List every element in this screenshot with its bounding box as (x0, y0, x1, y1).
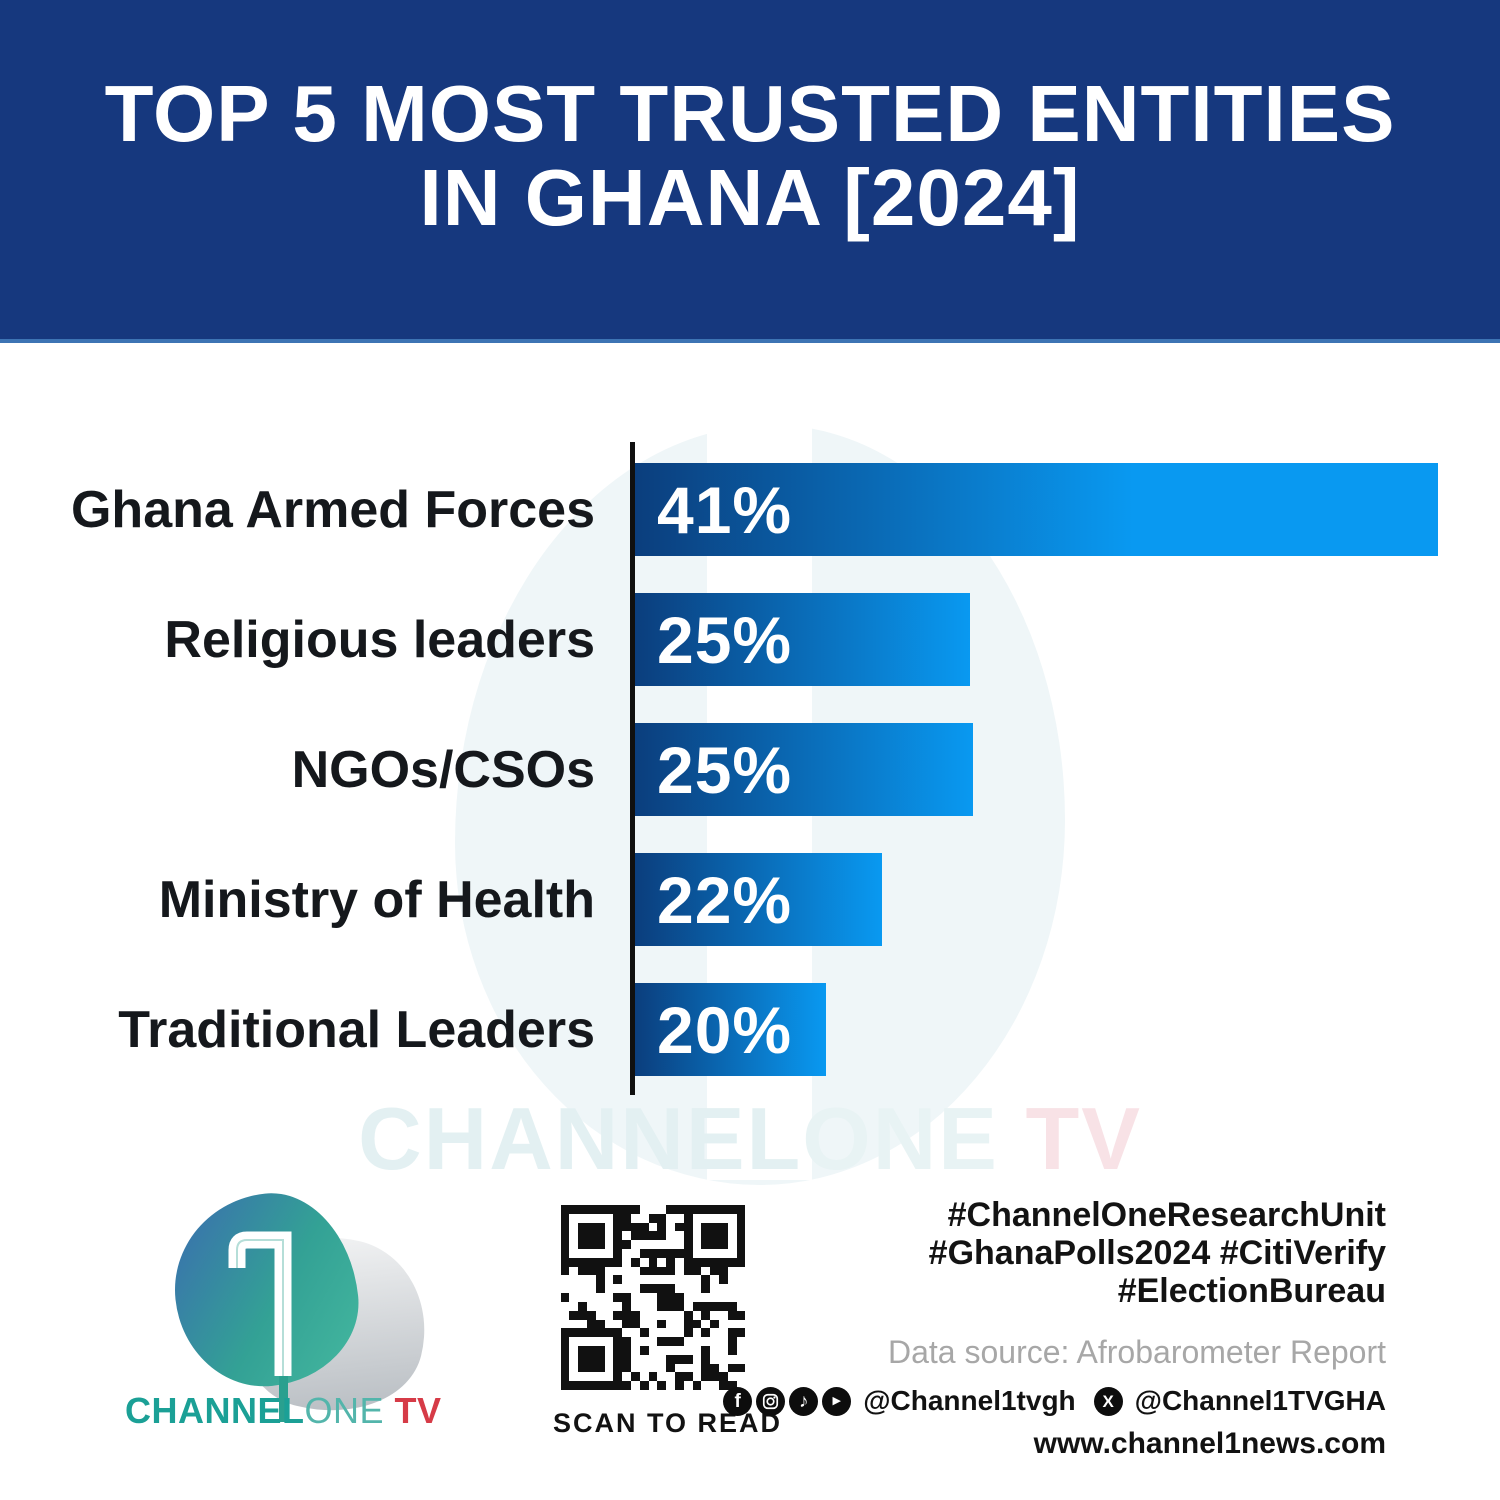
footer-right-column: #ChannelOneResearchUnit #GhanaPolls2024 … (723, 1196, 1386, 1461)
x-icon: X (1093, 1386, 1123, 1416)
bar-category-label: Ghana Armed Forces (70, 480, 595, 539)
bar: 41% (635, 463, 1438, 556)
facebook-icon: f (723, 1386, 753, 1416)
bar-row: NGOs/CSOs 25% (0, 723, 1500, 816)
bar: 22% (635, 853, 882, 946)
bar-row: Ghana Armed Forces 41% (0, 463, 1500, 556)
watermark-one: ONE (802, 1089, 999, 1188)
header-banner: TOP 5 MOST TRUSTED ENTITIES IN GHANA [20… (0, 0, 1500, 343)
logo-wordmark-channel: CHANNEL (125, 1390, 305, 1431)
bar-value-label: 22% (657, 862, 793, 937)
channel-one-text-watermark: CHANNELONE TV (0, 1088, 1500, 1190)
bar-row: Ministry of Health 22% (0, 853, 1500, 946)
qr-block: SCAN TO READ (553, 1205, 780, 1439)
hashtag-line-1: #ChannelOneResearchUnit (947, 1196, 1386, 1234)
bar-value-label: 20% (657, 992, 793, 1067)
bar: 25% (635, 593, 970, 686)
logo-numeral-one-icon (228, 1231, 292, 1422)
bar: 20% (635, 983, 826, 1076)
bar-value-label: 25% (657, 602, 793, 677)
chart-axis-line (630, 442, 635, 1095)
bar-category-label: Religious leaders (164, 610, 595, 669)
social-handle-main: @Channel1tvgh (863, 1385, 1076, 1416)
channel-one-logo: CHANNELONE TV (125, 1185, 445, 1442)
tiktok-icon: ♪ (789, 1386, 819, 1416)
youtube-icon: ▶ (822, 1386, 852, 1416)
logo-wordmark: CHANNELONE TV (125, 1390, 441, 1432)
hashtag-line-2: #GhanaPolls2024 #CitiVerify (928, 1234, 1386, 1272)
bar-category-label: Ministry of Health (158, 870, 595, 929)
bar-row: Traditional Leaders 20% (0, 983, 1500, 1076)
instagram-icon (756, 1386, 786, 1416)
logo-wordmark-one: ONE (304, 1390, 385, 1431)
bar-row: Religious leaders 25% (0, 593, 1500, 686)
website-url: www.channel1news.com (1033, 1427, 1386, 1460)
data-source-note: Data source: Afrobarometer Report (887, 1334, 1386, 1370)
social-handle-x: @Channel1TVGHA (1134, 1385, 1386, 1416)
watermark-channel: CHANNEL (358, 1089, 803, 1188)
social-row: f ♪ ▶ @Channel1tvgh X @Channel1TVGHA (723, 1385, 1386, 1417)
bar-value-label: 41% (657, 472, 793, 547)
page-title-line-1: TOP 5 MOST TRUSTED ENTITIES (104, 69, 1396, 158)
watermark-tv: TV (999, 1089, 1142, 1188)
logo-wordmark-tv: TV (384, 1390, 442, 1431)
qr-code (560, 1205, 746, 1390)
bar-category-label: NGOs/CSOs (291, 740, 595, 799)
bar-value-label: 25% (657, 732, 793, 807)
bar: 25% (635, 723, 973, 816)
page-title-line-2: IN GHANA [2024] (419, 153, 1081, 242)
hashtag-line-3: #ElectionBureau (1117, 1272, 1386, 1310)
bar-category-label: Traditional Leaders (118, 1000, 595, 1059)
